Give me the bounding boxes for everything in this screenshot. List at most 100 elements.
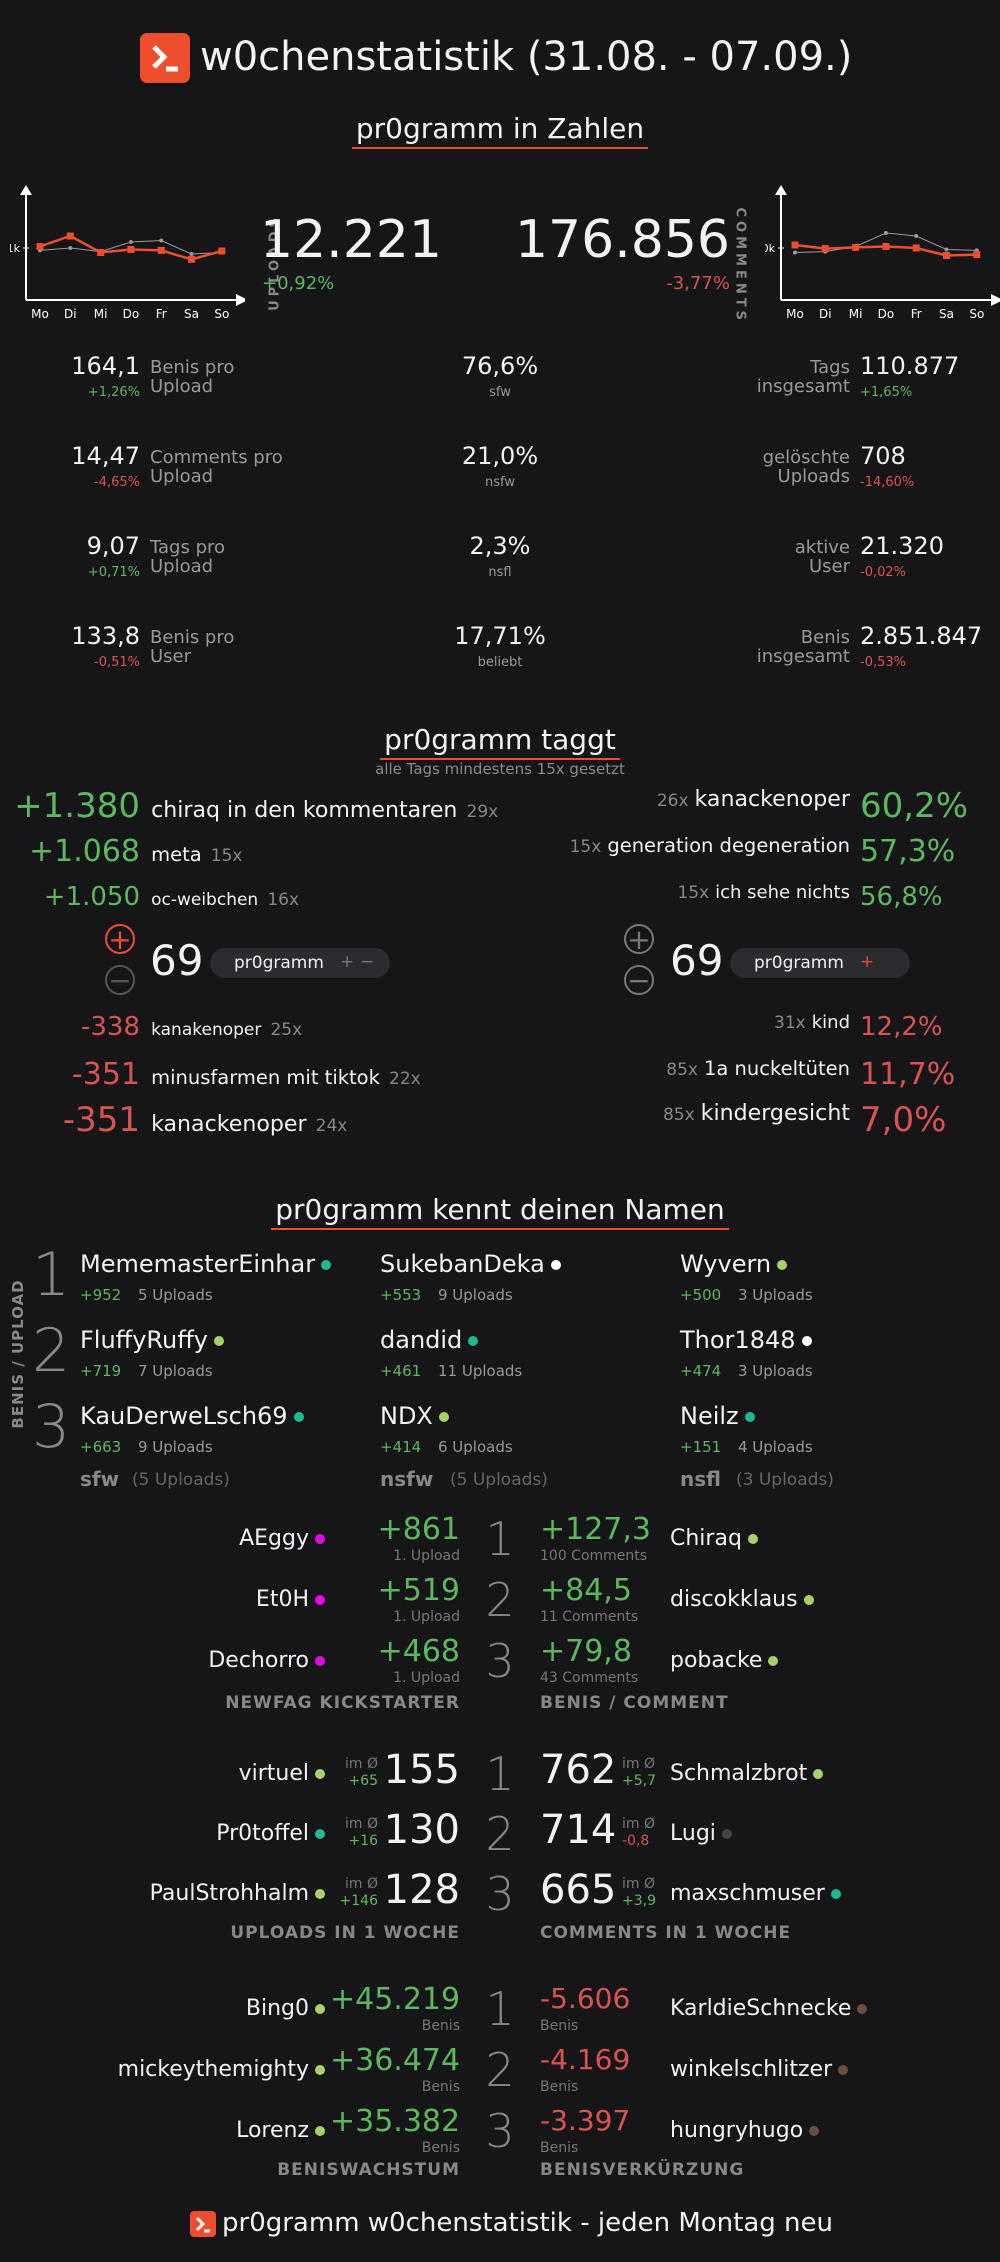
username[interactable]: hungryhugo (670, 2118, 804, 2143)
username[interactable]: maxschmuser (670, 1881, 825, 1906)
tag-name[interactable]: kind (811, 1012, 850, 1033)
tag-plus-icon[interactable]: + (340, 952, 355, 972)
username[interactable]: Thor1848 (680, 1326, 796, 1354)
stat-label: beliebt (477, 655, 523, 670)
username[interactable]: KauDerweLsch69 (80, 1402, 288, 1430)
user-name[interactable]: hungryhugo (670, 2118, 820, 2143)
user-name[interactable]: Et0H (0, 1587, 325, 1612)
username[interactable]: Dechorro (208, 1648, 309, 1673)
upvote-button-right[interactable]: + (624, 924, 654, 954)
user-name[interactable]: Neilz (680, 1402, 755, 1430)
tag-name[interactable]: kanackenoper (694, 786, 850, 812)
tag-name[interactable]: kindergesicht (700, 1100, 850, 1126)
tag-pct: 7,0% (860, 1100, 947, 1140)
user-name[interactable]: NDX (380, 1402, 449, 1430)
user-name[interactable]: maxschmuser (670, 1881, 841, 1906)
tag-plus-icon-right[interactable]: + (860, 952, 875, 972)
user-name[interactable]: Bing0 (0, 1996, 325, 2021)
user-name[interactable]: dandid (380, 1326, 479, 1354)
point-current (821, 245, 829, 253)
tag-pct: 57,3% (860, 834, 956, 869)
tag-name[interactable]: 1a nuckeltüten (703, 1057, 850, 1080)
username[interactable]: Et0H (255, 1587, 309, 1612)
username[interactable]: mickeythemighty (117, 2057, 309, 2082)
upvote-button[interactable]: + (105, 924, 135, 954)
point-current (852, 243, 860, 251)
rank-value: -5.606 (540, 1982, 631, 2015)
rank-dot-icon (747, 1534, 758, 1544)
username[interactable]: Neilz (680, 1402, 739, 1430)
username[interactable]: NDX (380, 1402, 433, 1430)
tag-minus-icon[interactable]: − (360, 952, 375, 972)
tag-row: 15x ich sehe nichts 56,8% (400, 882, 942, 912)
username[interactable]: Bing0 (245, 1996, 309, 2021)
user-name[interactable]: KarldieSchnecke (670, 1996, 868, 2021)
user-name[interactable]: KauDerweLsch69 (80, 1402, 304, 1430)
tag-name[interactable]: ich sehe nichts (715, 882, 850, 903)
username[interactable]: MememasterEinhar (80, 1250, 316, 1278)
user-name[interactable]: PaulStrohhalm (0, 1881, 325, 1906)
username[interactable]: Lorenz (236, 2118, 309, 2143)
username[interactable]: FluffyRuffy (80, 1326, 208, 1354)
user-name[interactable]: Dechorro (0, 1648, 325, 1673)
x-tick-label-Sa: Sa (939, 307, 954, 321)
username[interactable]: Chiraq (670, 1526, 742, 1551)
tag-name[interactable]: minusfarmen mit tiktok (151, 1066, 380, 1089)
username[interactable]: SukebanDeka (380, 1250, 545, 1278)
rank-value: 762 (540, 1747, 617, 1793)
x-tick-label-Mo: Mo (786, 307, 804, 321)
tag-name[interactable]: kanackenoper (151, 1111, 307, 1137)
tag-name[interactable]: meta (151, 843, 202, 866)
username[interactable]: Schmalzbrot (670, 1761, 808, 1786)
rank-value: 665 (540, 1867, 617, 1913)
user-name[interactable]: MememasterEinhar (80, 1250, 332, 1278)
stat-value: 21.320 (860, 532, 944, 560)
username[interactable]: AEggy (239, 1526, 309, 1551)
user-name[interactable]: Thor1848 (680, 1326, 812, 1354)
username[interactable]: pobacke (670, 1648, 763, 1673)
tag-name[interactable]: generation degeneration (607, 834, 850, 857)
tag-name[interactable]: oc-weibchen (151, 890, 259, 910)
user-name[interactable]: mickeythemighty (0, 2057, 325, 2082)
user-name[interactable]: pobacke (670, 1648, 779, 1673)
user-name[interactable]: Lorenz (0, 2118, 325, 2143)
username[interactable]: winkelschlitzer (670, 2057, 833, 2082)
user-name[interactable]: Wyvern (680, 1250, 788, 1278)
stat-change: -0,51% (94, 655, 140, 670)
rank-sub: 1. Upload (393, 1670, 460, 1686)
user-name[interactable]: AEggy (0, 1526, 325, 1551)
user-uploads: 7 Uploads (138, 1362, 213, 1380)
section-title-tags: pr0gramm taggt (0, 723, 1000, 760)
user-name[interactable]: Chiraq (670, 1526, 758, 1551)
user-name[interactable]: virtuel (0, 1761, 325, 1786)
user-name[interactable]: winkelschlitzer (670, 2057, 849, 2082)
tag-count: 15x (677, 883, 710, 903)
username[interactable]: Pr0toffel (216, 1821, 309, 1846)
rank-number: 3 (485, 1634, 515, 1688)
x-tick-label-Fr: Fr (156, 307, 167, 321)
user-name[interactable]: Schmalzbrot (670, 1761, 824, 1786)
user-name[interactable]: Lugi (670, 1821, 732, 1846)
username[interactable]: virtuel (238, 1761, 309, 1786)
rank-number: 3 (32, 1392, 71, 1462)
user-name[interactable]: Pr0toffel (0, 1821, 325, 1846)
tag-name[interactable]: kanakenoper (151, 1020, 262, 1040)
username[interactable]: discokklaus (670, 1587, 798, 1612)
tag-row: -351 kanackenoper 24x (0, 1100, 600, 1140)
username[interactable]: Wyvern (680, 1250, 772, 1278)
rank-dot-icon (315, 1534, 325, 1544)
username[interactable]: dandid (380, 1326, 463, 1354)
username[interactable]: PaulStrohhalm (149, 1881, 309, 1906)
user-name[interactable]: FluffyRuffy (80, 1326, 224, 1354)
rank-dot-icon (315, 1829, 325, 1839)
downvote-button[interactable]: − (105, 965, 135, 995)
user-name[interactable]: discokklaus (670, 1587, 814, 1612)
user-uploads: 4 Uploads (738, 1438, 813, 1456)
tag-row: +1.050 oc-weibchen 16x (0, 882, 600, 912)
downvote-button-right[interactable]: − (624, 965, 654, 995)
username[interactable]: Lugi (670, 1821, 716, 1846)
username[interactable]: KarldieSchnecke (670, 1996, 852, 2021)
column-footer: nsfw (380, 1467, 434, 1491)
tag-name[interactable]: chiraq in den kommentaren (151, 797, 458, 823)
user-name[interactable]: SukebanDeka (380, 1250, 561, 1278)
